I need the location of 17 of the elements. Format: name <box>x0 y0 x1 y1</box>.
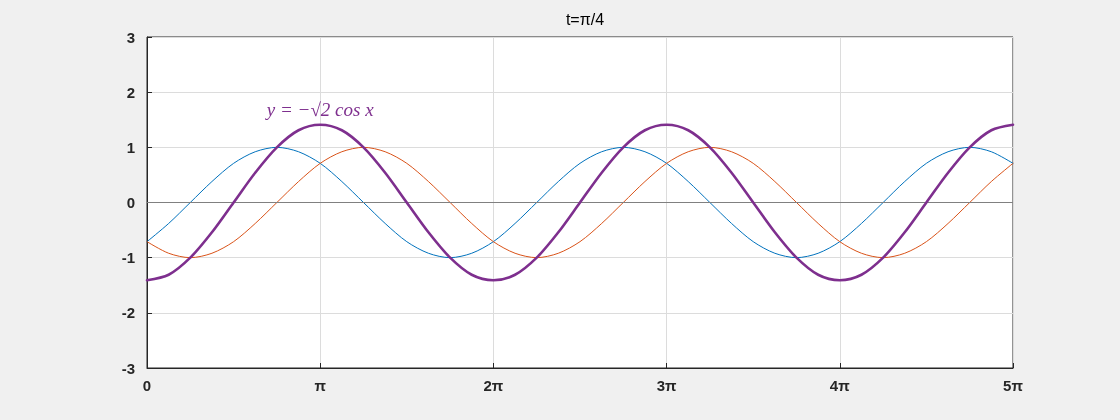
x-tick-label: 3π <box>656 377 678 394</box>
y-tick-label: -1 <box>121 249 135 267</box>
line-series <box>145 123 1015 282</box>
x-tick-label: π <box>314 377 327 394</box>
y-tick-label: 0 <box>126 194 135 211</box>
y-tick-label: -3 <box>121 359 135 377</box>
y-tick-label: 2 <box>126 83 135 101</box>
line-series <box>146 146 1014 259</box>
x-tick-label: 2π <box>483 377 504 394</box>
series-label: y = −√2 cos x <box>264 98 375 120</box>
y-tick-label: 1 <box>126 138 135 156</box>
x-tick-label: 0 <box>142 377 152 394</box>
chart-title: t=π/4 <box>565 10 605 28</box>
y-tick-label: -2 <box>121 304 135 322</box>
y-tick-label: 3 <box>126 28 135 46</box>
x-tick-label: 5π <box>1003 377 1024 394</box>
x-tick-label: 4π <box>829 377 851 394</box>
